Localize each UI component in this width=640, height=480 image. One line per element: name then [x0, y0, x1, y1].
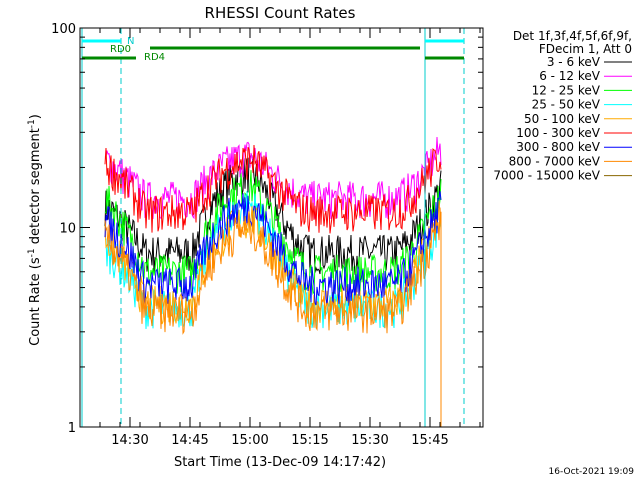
x-tick-label: 15:15	[291, 433, 328, 448]
y-axis-ticks: 1 10 100	[51, 22, 483, 436]
legend-label: 25 - 50 keV	[532, 98, 601, 112]
series-line	[104, 153, 442, 275]
y-tick-label: 1	[68, 421, 76, 436]
x-axis-label: Start Time (13-Dec-09 14:17:42)	[174, 455, 386, 470]
y-tick-label: 10	[59, 222, 76, 237]
x-tick-label: 15:45	[411, 433, 448, 448]
series-line	[104, 191, 442, 306]
y-tick-label: 100	[51, 22, 76, 37]
legend-header-1: Det 1f,3f,4f,5f,6f,9f,	[513, 29, 632, 43]
legend-label: 7000 - 15000 keV	[493, 169, 600, 183]
x-tick-label: 15:30	[351, 433, 388, 448]
series-line	[104, 190, 442, 330]
legend-label: 300 - 800 keV	[516, 140, 600, 154]
legend-label: 3 - 6 keV	[547, 55, 601, 69]
plot-area: RD0 RD4 N	[81, 28, 465, 427]
series-line	[104, 170, 442, 296]
annotation-n: N	[127, 36, 134, 47]
legend-label: 6 - 12 keV	[539, 69, 601, 83]
legend: Det 1f,3f,4f,5f,6f,9f, FDecim 1, Att 0 3…	[493, 29, 632, 183]
x-tick-label: 15:00	[231, 433, 268, 448]
timestamp: 16-Oct-2021 19:09	[549, 467, 635, 477]
legend-label: 100 - 300 keV	[516, 126, 600, 140]
annotation-rd0: RD0	[110, 44, 131, 55]
series-line	[104, 144, 442, 234]
x-axis-ticks: 14:30 14:45 15:00 15:15 15:30 15:45	[99, 28, 481, 448]
legend-label: 800 - 7000 keV	[509, 154, 601, 168]
chart-title: RHESSI Count Rates	[205, 4, 356, 22]
x-tick-label: 14:30	[111, 433, 148, 448]
series-line	[104, 136, 442, 220]
y-axis-label: Count Rate (s-1 detector segment-1)	[27, 114, 43, 346]
x-tick-label: 14:45	[171, 433, 208, 448]
legend-label: 12 - 25 keV	[532, 83, 601, 97]
series-line	[104, 207, 442, 335]
legend-label: 50 - 100 keV	[524, 112, 601, 126]
annotation-rd4: RD4	[144, 52, 165, 63]
legend-header-2: FDecim 1, Att 0	[539, 42, 632, 56]
